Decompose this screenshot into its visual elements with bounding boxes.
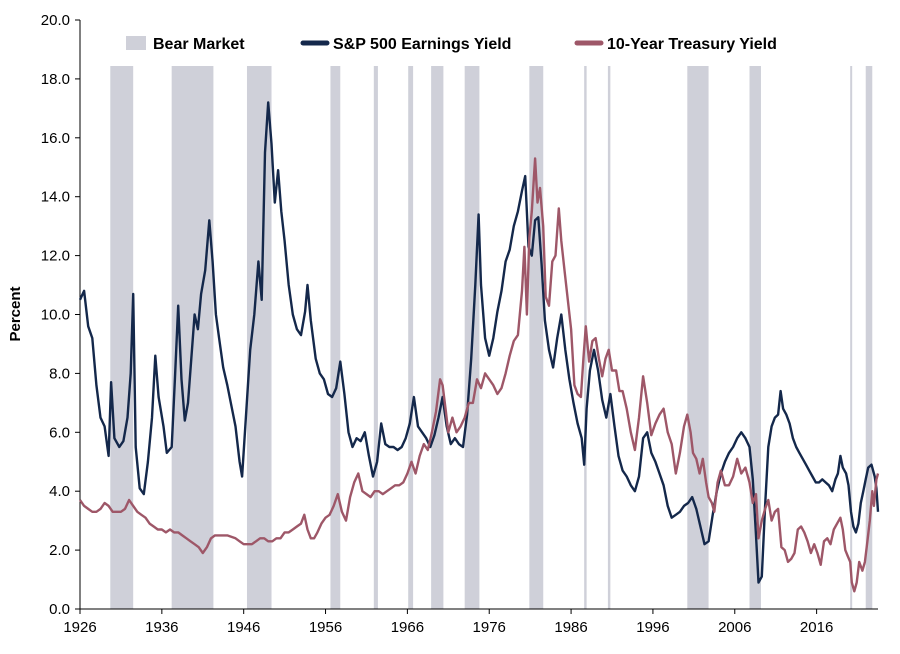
y-tick-label: 16.0 xyxy=(41,130,70,147)
x-tick-label: 2006 xyxy=(718,619,751,636)
bear-market-band xyxy=(749,66,761,609)
bear-market-band xyxy=(850,66,853,609)
y-tick-label: 14.0 xyxy=(41,189,70,206)
legend: Bear Market S&P 500 Earnings Yield 10-Ye… xyxy=(126,36,777,53)
bear-market-band xyxy=(865,66,873,609)
x-tick-label: 1946 xyxy=(227,619,260,636)
x-tick-label: 1966 xyxy=(391,619,424,636)
legend-label-treasury-yield: 10-Year Treasury Yield xyxy=(607,36,777,53)
y-ticks: 0.0 2.0 4.0 6.0 8.0 10.0 12.0 14.0 16.0 18.0 20.0 xyxy=(41,12,80,618)
series-line-treasury-yield xyxy=(79,157,880,593)
x-tick-label: 1956 xyxy=(309,619,342,636)
y-tick-label: 20.0 xyxy=(41,12,70,29)
bear-market-band xyxy=(529,66,544,609)
x-tick-label: 1986 xyxy=(554,619,587,636)
x-tick-label: 2016 xyxy=(800,619,833,636)
y-tick-label: 4.0 xyxy=(49,483,70,500)
x-tick-label: 1976 xyxy=(473,619,506,636)
series-lines xyxy=(78,101,880,593)
y-tick-label: 12.0 xyxy=(41,248,70,265)
bear-market-band xyxy=(330,66,341,609)
legend-label-bear-market: Bear Market xyxy=(153,36,245,53)
y-tick-label: 18.0 xyxy=(41,71,70,88)
x-tick-label: 1936 xyxy=(145,619,178,636)
x-tick-label: 1926 xyxy=(63,619,96,636)
y-tick-label: 6.0 xyxy=(49,424,70,441)
y-tick-label: 10.0 xyxy=(41,307,70,324)
bear-market-band xyxy=(373,66,378,609)
x-tick-label: 1996 xyxy=(636,619,669,636)
series-line-earnings-yield xyxy=(78,101,880,584)
bear-market-band xyxy=(110,66,134,609)
bear-market-band xyxy=(687,66,709,609)
bear-market-band xyxy=(408,66,414,609)
x-ticks: 1926 1936 1946 1956 1966 1976 1986 1996 2006 2016 xyxy=(63,609,833,636)
legend-label-earnings-yield: S&P 500 Earnings Yield xyxy=(333,36,511,53)
bear-market-band xyxy=(607,66,611,609)
y-tick-label: 2.0 xyxy=(49,542,70,559)
legend-swatch-bear-market xyxy=(126,36,146,50)
y-tick-label: 0.0 xyxy=(49,601,70,618)
y-axis-label: Percent xyxy=(7,286,24,341)
y-tick-label: 8.0 xyxy=(49,365,70,382)
bear-market-band xyxy=(431,66,444,609)
